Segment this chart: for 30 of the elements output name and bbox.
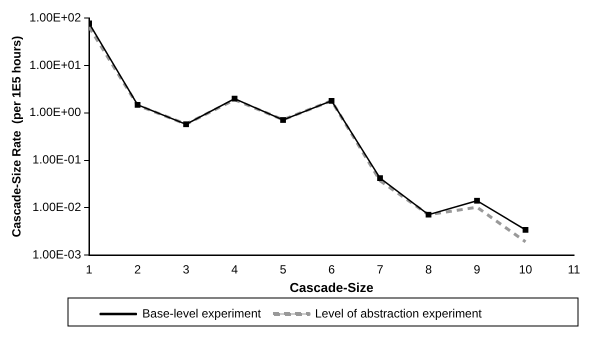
legend-label: Base-level experiment <box>142 306 262 320</box>
x-tick-label: 9 <box>474 262 481 277</box>
point <box>183 121 189 128</box>
point <box>232 96 238 102</box>
point <box>474 198 480 204</box>
point <box>426 212 432 218</box>
x-tick-label: 11 <box>568 262 581 277</box>
x-tick-label: 5 <box>280 262 287 277</box>
y-tick-label: 1.00E-02 <box>32 200 82 214</box>
y-tick-label: 1.00E+01 <box>29 58 82 72</box>
y-tick-label: 1.00E+00 <box>29 105 82 120</box>
point <box>134 102 140 108</box>
x-tick-label: 2 <box>134 262 142 277</box>
y-tick-label: 1.00E+02 <box>29 10 82 25</box>
x-axis-title: Cascade-Size <box>290 280 374 295</box>
y-axis-title: Cascade-Size Rate (per 1E5 hours) <box>10 36 24 238</box>
x-tick-label: 1 <box>86 262 93 277</box>
x-tick-label: 7 <box>376 262 384 277</box>
point <box>280 117 286 123</box>
x-tick-label: 4 <box>231 262 238 277</box>
x-tick-label: 8 <box>425 262 432 277</box>
point <box>377 175 383 181</box>
y-tick-label: 1.00E-03 <box>32 247 82 262</box>
y-tick-label: 1.00E-01 <box>32 152 82 167</box>
point <box>328 98 334 104</box>
x-tick-label: 10 <box>518 262 533 277</box>
x-tick-label: 6 <box>328 262 336 277</box>
legend-label: Level of abstraction experiment <box>314 306 482 320</box>
point <box>522 226 528 233</box>
x-tick-label: 3 <box>182 262 190 277</box>
